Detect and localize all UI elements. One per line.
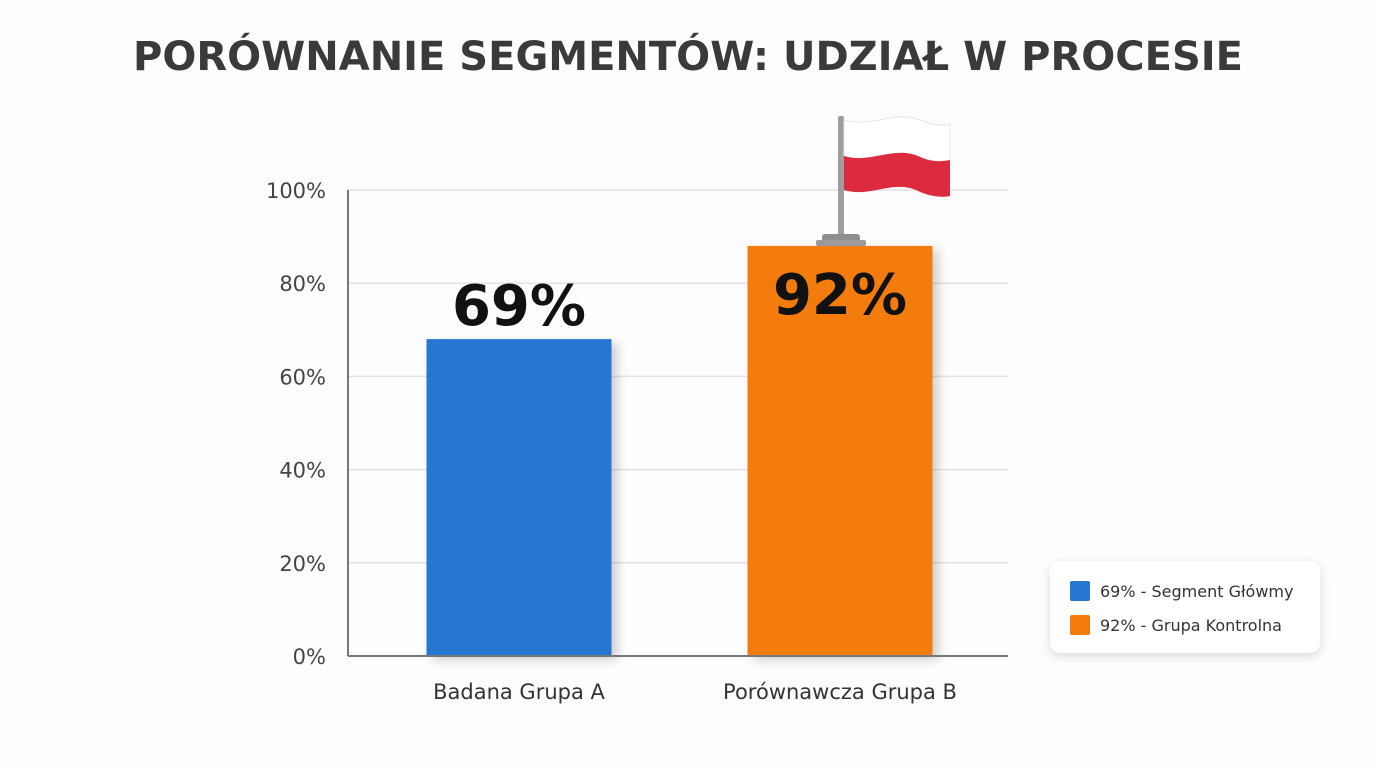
legend-label-segment-glowny: 69% - Segment Główmy bbox=[1100, 581, 1294, 601]
chart-title: PORÓWNANIE SEGMENTÓW: UDZIAŁ W PROCESIE bbox=[133, 34, 1243, 80]
y-tick-label-40: 40% bbox=[279, 459, 326, 483]
y-tick-label-60: 60% bbox=[279, 365, 326, 389]
y-tick-label-100: 100% bbox=[266, 179, 326, 203]
legend-label-grupa-kontrolna: 92% - Grupa Kontrolna bbox=[1100, 615, 1282, 635]
data-label-grupa-b: 92% bbox=[773, 263, 907, 328]
x-axis-labels: Badana Grupa A Porównawcza Grupa B bbox=[433, 680, 957, 704]
legend-swatch-blue bbox=[1070, 581, 1090, 601]
x-tick-label-grupa-a: Badana Grupa A bbox=[433, 680, 605, 704]
legend: 69% - Segment Główmy 92% - Grupa Kontrol… bbox=[1050, 561, 1320, 653]
bars bbox=[426, 245, 933, 657]
legend-item-grupa-kontrolna: 92% - Grupa Kontrolna bbox=[1070, 614, 1282, 636]
data-label-grupa-a: 69% bbox=[452, 274, 586, 339]
axes bbox=[347, 190, 1008, 657]
y-tick-label-80: 80% bbox=[279, 272, 326, 296]
bar-grupa-a bbox=[426, 339, 612, 656]
y-tick-label-0: 0% bbox=[293, 645, 326, 669]
data-labels: 69% 92% bbox=[452, 263, 907, 339]
legend-swatch-orange bbox=[1070, 615, 1090, 635]
legend-item-segment-glowny: 69% - Segment Główmy bbox=[1070, 580, 1293, 602]
bar-grupa-b bbox=[747, 245, 933, 657]
x-tick-label-grupa-b: Porównawcza Grupa B bbox=[723, 680, 957, 704]
y-tick-label-20: 20% bbox=[279, 552, 326, 576]
y-axis-ticks: 0% 20% 40% 60% 80% 100% bbox=[266, 179, 326, 669]
poland-flag-icon bbox=[816, 116, 951, 246]
